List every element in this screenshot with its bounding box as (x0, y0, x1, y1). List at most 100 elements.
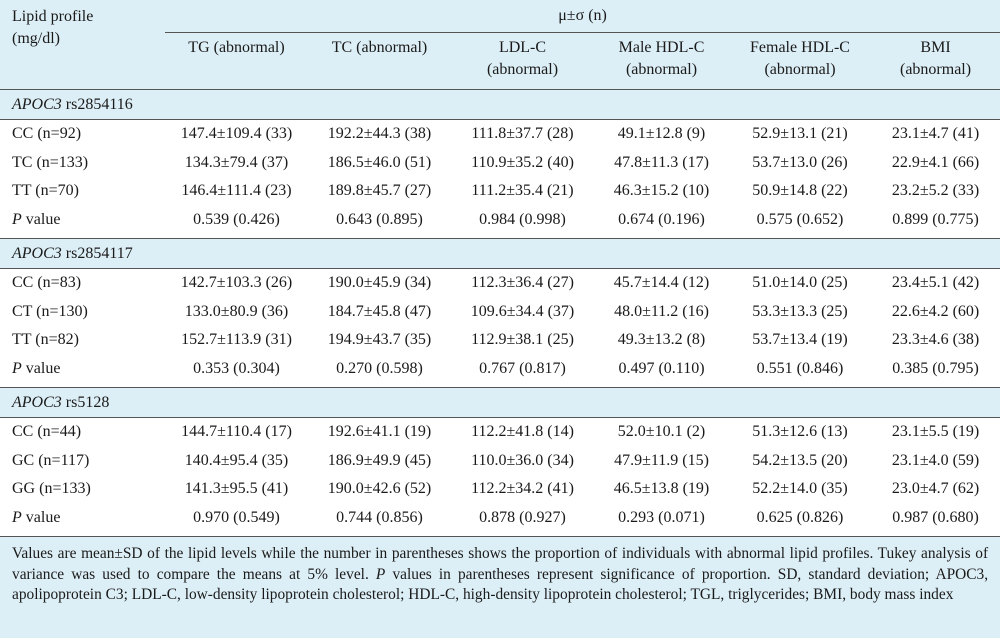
p-value-row: P value 0.539 (0.426) 0.643 (0.895) 0.98… (0, 206, 1000, 239)
cell-male-hdl: 0.674 (0.196) (594, 206, 729, 239)
cell-tg: 134.3±79.4 (37) (165, 149, 308, 178)
cell-ldl: 0.767 (0.817) (451, 355, 594, 388)
col-header-female-hdl: Female HDL-C(abnormal) (729, 33, 871, 90)
cell-male-hdl: 48.0±11.2 (16) (594, 298, 729, 327)
table-row: TT (n=70) 146.4±111.4 (23) 189.8±45.7 (2… (0, 177, 1000, 206)
cell-tc: 186.5±46.0 (51) (308, 149, 451, 178)
section-header-rs2854117: APOC3 rs2854117 (0, 239, 1000, 269)
row-label: CC (n=92) (0, 120, 165, 149)
cell-ldl: 110.9±35.2 (40) (451, 149, 594, 178)
cell-tc: 190.0±45.9 (34) (308, 269, 451, 298)
cell-male-hdl: 0.293 (0.071) (594, 504, 729, 537)
col-header-tc: TC (abnormal) (308, 33, 451, 90)
cell-tc: 192.2±44.3 (38) (308, 120, 451, 149)
cell-tg: 147.4±109.4 (33) (165, 120, 308, 149)
stub-header: Lipid profile (mg/dl) (0, 0, 165, 90)
cell-ldl: 109.6±34.4 (37) (451, 298, 594, 327)
cell-female-hdl: 0.575 (0.652) (729, 206, 871, 239)
cell-female-hdl: 52.9±13.1 (21) (729, 120, 871, 149)
cell-female-hdl: 53.7±13.0 (26) (729, 149, 871, 178)
cell-ldl: 112.9±38.1 (25) (451, 326, 594, 355)
cell-tg: 133.0±80.9 (36) (165, 298, 308, 327)
cell-bmi: 23.1±4.7 (41) (871, 120, 1000, 149)
snp-id: rs5128 (62, 394, 110, 411)
table-row: GC (n=117) 140.4±95.4 (35) 186.9±49.9 (4… (0, 447, 1000, 476)
col-header-ldl: LDL-C(abnormal) (451, 33, 594, 90)
cell-tc: 189.8±45.7 (27) (308, 177, 451, 206)
table-row: TT (n=82) 152.7±113.9 (31) 194.9±43.7 (3… (0, 326, 1000, 355)
section-header-rs2854116: APOC3 rs2854116 (0, 90, 1000, 120)
cell-tc: 194.9±43.7 (35) (308, 326, 451, 355)
p-value-row: P value 0.353 (0.304) 0.270 (0.598) 0.76… (0, 355, 1000, 388)
stub-label-line2: (mg/dl) (12, 28, 165, 50)
cell-male-hdl: 0.497 (0.110) (594, 355, 729, 388)
cell-bmi: 22.6±4.2 (60) (871, 298, 1000, 327)
header-row-1: Lipid profile (mg/dl) μ±σ (n) (0, 0, 1000, 33)
cell-male-hdl: 47.9±11.9 (15) (594, 447, 729, 476)
table-row: CT (n=130) 133.0±80.9 (36) 184.7±45.8 (4… (0, 298, 1000, 327)
cell-female-hdl: 51.3±12.6 (13) (729, 418, 871, 447)
footnote-p-italic: P (376, 566, 385, 583)
section-header-rs5128: APOC3 rs5128 (0, 388, 1000, 418)
cell-ldl: 0.878 (0.927) (451, 504, 594, 537)
cell-tg: 152.7±113.9 (31) (165, 326, 308, 355)
cell-tc: 0.643 (0.895) (308, 206, 451, 239)
snp-id: rs2854117 (62, 245, 133, 262)
cell-ldl: 111.2±35.4 (21) (451, 177, 594, 206)
snp-id: rs2854116 (62, 96, 133, 113)
cell-male-hdl: 45.7±14.4 (12) (594, 269, 729, 298)
cell-male-hdl: 49.1±12.8 (9) (594, 120, 729, 149)
cell-ldl: 112.3±36.4 (27) (451, 269, 594, 298)
row-label: TT (n=70) (0, 177, 165, 206)
cell-tg: 0.539 (0.426) (165, 206, 308, 239)
cell-female-hdl: 0.625 (0.826) (729, 504, 871, 537)
cell-female-hdl: 0.551 (0.846) (729, 355, 871, 388)
cell-tg: 141.3±95.5 (41) (165, 475, 308, 504)
row-label: P value (0, 504, 165, 537)
col-header-male-hdl: Male HDL-C(abnormal) (594, 33, 729, 90)
table-container: Lipid profile (mg/dl) μ±σ (n) TG (abnorm… (0, 0, 1000, 601)
cell-tg: 144.7±110.4 (17) (165, 418, 308, 447)
row-label: P value (0, 206, 165, 239)
table-row: CC (n=44) 144.7±110.4 (17) 192.6±41.1 (1… (0, 418, 1000, 447)
stub-label-line1: Lipid profile (12, 6, 165, 28)
row-label: CC (n=83) (0, 269, 165, 298)
table-row: GG (n=133) 141.3±95.5 (41) 190.0±42.6 (5… (0, 475, 1000, 504)
cell-tg: 0.353 (0.304) (165, 355, 308, 388)
cell-ldl: 112.2±34.2 (41) (451, 475, 594, 504)
row-label: CT (n=130) (0, 298, 165, 327)
cell-ldl: 0.984 (0.998) (451, 206, 594, 239)
table-row: CC (n=92) 147.4±109.4 (33) 192.2±44.3 (3… (0, 120, 1000, 149)
cell-bmi: 0.385 (0.795) (871, 355, 1000, 388)
cell-bmi: 22.9±4.1 (66) (871, 149, 1000, 178)
col-header-bmi: BMI(abnormal) (871, 33, 1000, 90)
cell-female-hdl: 50.9±14.8 (22) (729, 177, 871, 206)
cell-bmi: 23.3±4.6 (38) (871, 326, 1000, 355)
cell-female-hdl: 54.2±13.5 (20) (729, 447, 871, 476)
cell-bmi: 23.1±5.5 (19) (871, 418, 1000, 447)
cell-tc: 184.7±45.8 (47) (308, 298, 451, 327)
row-label: TC (n=133) (0, 149, 165, 178)
cell-male-hdl: 47.8±11.3 (17) (594, 149, 729, 178)
cell-ldl: 112.2±41.8 (14) (451, 418, 594, 447)
cell-bmi: 23.2±5.2 (33) (871, 177, 1000, 206)
cell-tg: 146.4±111.4 (23) (165, 177, 308, 206)
cell-bmi: 23.4±5.1 (42) (871, 269, 1000, 298)
row-label: CC (n=44) (0, 418, 165, 447)
cell-tc: 0.270 (0.598) (308, 355, 451, 388)
cell-ldl: 111.8±37.7 (28) (451, 120, 594, 149)
cell-tc: 192.6±41.1 (19) (308, 418, 451, 447)
cell-tc: 186.9±49.9 (45) (308, 447, 451, 476)
cell-bmi: 23.1±4.0 (59) (871, 447, 1000, 476)
cell-female-hdl: 53.7±13.4 (19) (729, 326, 871, 355)
spanner-header: μ±σ (n) (165, 0, 1000, 33)
cell-female-hdl: 53.3±13.3 (25) (729, 298, 871, 327)
row-label: GC (n=117) (0, 447, 165, 476)
cell-ldl: 110.0±36.0 (34) (451, 447, 594, 476)
cell-male-hdl: 46.5±13.8 (19) (594, 475, 729, 504)
cell-male-hdl: 46.3±15.2 (10) (594, 177, 729, 206)
row-label: P value (0, 355, 165, 388)
gene-name: APOC3 (12, 96, 62, 113)
cell-tc: 0.744 (0.856) (308, 504, 451, 537)
